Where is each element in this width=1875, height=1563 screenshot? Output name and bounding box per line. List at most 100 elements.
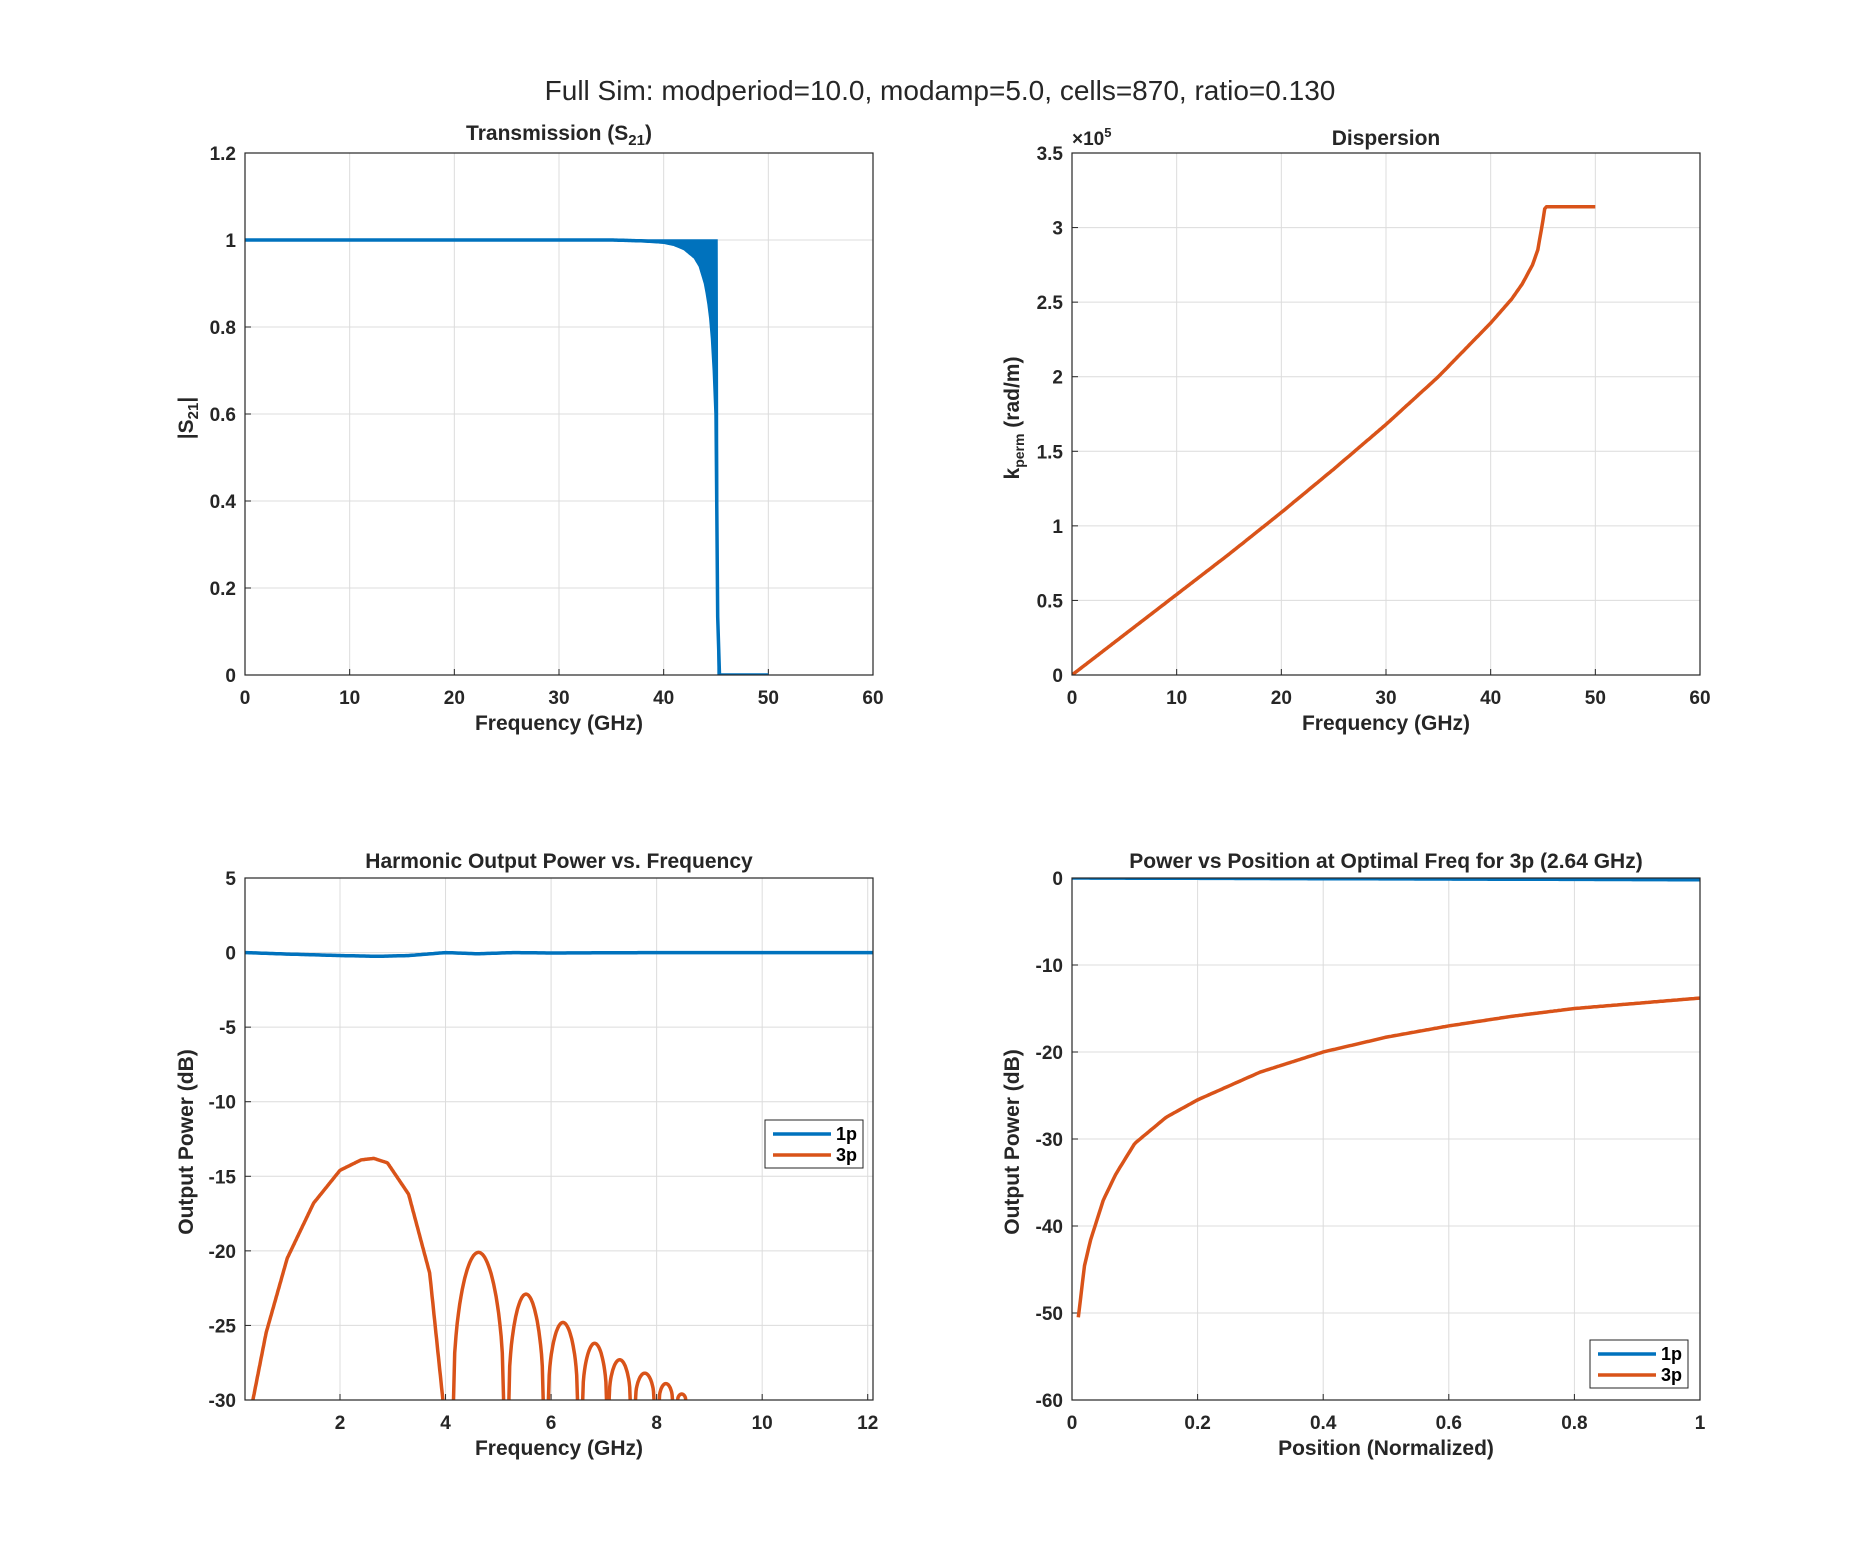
transmission-ytick-label: 0.8 bbox=[210, 318, 236, 339]
harmonic-power-ytick-label: -25 bbox=[209, 1316, 237, 1337]
transmission-plot-area bbox=[245, 238, 769, 675]
power-position-xtick-label: 0.6 bbox=[1436, 1413, 1462, 1434]
dispersion-xtick-label: 20 bbox=[1271, 688, 1292, 709]
harmonic-power-xtick-label: 10 bbox=[752, 1413, 773, 1434]
transmission-xtick-label: 40 bbox=[653, 688, 674, 709]
harmonic-power-3p-lobe-3 bbox=[546, 1320, 580, 1400]
dispersion-ytick-label: 1 bbox=[1052, 517, 1063, 538]
dispersion-panel: Dispersion ×105 Frequency (GHz) kperm (r… bbox=[1001, 125, 1711, 735]
harmonic-power-xlabel: Frequency (GHz) bbox=[475, 1437, 643, 1460]
transmission-xtick-label: 20 bbox=[444, 688, 465, 709]
dispersion-series-1-line bbox=[1072, 204, 1596, 675]
transmission-xtick-label: 30 bbox=[548, 688, 569, 709]
harmonic-power-xtick-label: 8 bbox=[651, 1413, 662, 1434]
dispersion-xtick-label: 0 bbox=[1067, 688, 1078, 709]
transmission-ytick-label: 0.2 bbox=[210, 579, 236, 600]
dispersion-xtick-label: 10 bbox=[1166, 688, 1187, 709]
harmonic-power-xtick-label: 2 bbox=[335, 1413, 346, 1434]
harmonic-power-xtick-label: 6 bbox=[546, 1413, 557, 1434]
harmonic-power-1p-line bbox=[245, 950, 873, 959]
power-position-xtick-label: 0 bbox=[1067, 1413, 1078, 1434]
harmonic-power-3p-lobe-1 bbox=[451, 1250, 506, 1400]
dispersion-xtick-label: 30 bbox=[1375, 688, 1396, 709]
transmission-title: Transmission (S21) bbox=[466, 122, 652, 149]
transmission-ytick-label: 1 bbox=[225, 231, 236, 252]
figure-title: Full Sim: modperiod=10.0, modamp=5.0, ce… bbox=[545, 75, 1336, 106]
power-position-ytick-label: -40 bbox=[1036, 1217, 1063, 1238]
power-position-ytick-label: -20 bbox=[1036, 1043, 1063, 1064]
power-position-3p-line bbox=[1076, 996, 1700, 1318]
transmission-axes-box bbox=[244, 152, 874, 676]
power-position-xtick-label: 0.4 bbox=[1310, 1413, 1337, 1434]
transmission-xtick-label: 0 bbox=[240, 688, 251, 709]
transmission-xtick-label: 10 bbox=[339, 688, 360, 709]
harmonic-power-title: Harmonic Output Power vs. Frequency bbox=[365, 850, 753, 873]
dispersion-exponent-label: ×105 bbox=[1072, 125, 1111, 150]
power-position-xtick-label: 0.8 bbox=[1561, 1413, 1587, 1434]
transmission-ytick-label: 0.4 bbox=[210, 492, 237, 513]
harmonic-power-legend-label-3p: 3p bbox=[836, 1145, 857, 1165]
transmission-xtick-label: 60 bbox=[862, 688, 883, 709]
transmission-ytick-label: 0 bbox=[225, 666, 236, 687]
harmonic-power-ytick-label: -10 bbox=[209, 1093, 236, 1114]
harmonic-power-ylabel: Output Power (dB) bbox=[175, 1049, 198, 1234]
transmission-xlabel: Frequency (GHz) bbox=[475, 712, 643, 735]
transmission-series-1-line bbox=[245, 238, 769, 675]
dispersion-axes-box bbox=[1071, 152, 1701, 676]
harmonic-power-ytick-label: -20 bbox=[209, 1242, 236, 1263]
harmonic-power-ytick-label: 5 bbox=[225, 869, 236, 890]
power-position-ytick-label: -10 bbox=[1036, 956, 1063, 977]
harmonic-power-legend-box bbox=[764, 1119, 864, 1169]
power-position-ytick-label: 0 bbox=[1052, 869, 1063, 890]
power-position-legend-label-1p: 1p bbox=[1661, 1344, 1682, 1364]
power-position-ylabel: Output Power (dB) bbox=[1001, 1049, 1024, 1234]
harmonic-power-xtick-label: 12 bbox=[857, 1413, 878, 1434]
dispersion-ylabel: kperm (rad/m) bbox=[1001, 357, 1027, 480]
power-position-ytick-label: -30 bbox=[1036, 1130, 1063, 1151]
harmonic-power-xtick-label: 4 bbox=[440, 1413, 451, 1434]
power-position-legend-label-3p: 3p bbox=[1661, 1365, 1682, 1385]
transmission-ytick-label: 0.6 bbox=[210, 405, 236, 426]
dispersion-ytick-label: 3.5 bbox=[1037, 144, 1064, 165]
transmission-ylabel: |S21| bbox=[175, 397, 202, 439]
harmonic-power-plot-area bbox=[245, 950, 873, 1400]
dispersion-xtick-label: 60 bbox=[1689, 688, 1710, 709]
harmonic-power-legend-label-1p: 1p bbox=[836, 1124, 857, 1144]
harmonic-power-3p-lobe-7 bbox=[657, 1381, 675, 1400]
dispersion-xtick-label: 50 bbox=[1585, 688, 1606, 709]
dispersion-ytick-label: 3 bbox=[1052, 219, 1063, 240]
transmission-xtick-label: 50 bbox=[758, 688, 779, 709]
harmonic-power-3p-lobe-4 bbox=[580, 1341, 609, 1400]
dispersion-title: Dispersion bbox=[1332, 127, 1441, 150]
power-position-xtick-label: 0.2 bbox=[1184, 1413, 1210, 1434]
dispersion-plot-area bbox=[1072, 204, 1596, 675]
power-position-xlabel: Position (Normalized) bbox=[1278, 1437, 1494, 1460]
harmonic-power-axes-box bbox=[244, 877, 874, 1401]
dispersion-ytick-label: 2 bbox=[1052, 368, 1063, 389]
harmonic-power-3p-line bbox=[251, 1156, 445, 1400]
power-position-panel: Power vs Position at Optimal Freq for 3p… bbox=[1001, 850, 1706, 1460]
harmonic-power-ytick-label: -5 bbox=[219, 1018, 236, 1039]
dispersion-ytick-label: 2.5 bbox=[1037, 293, 1064, 314]
harmonic-power-ytick-label: -15 bbox=[209, 1167, 237, 1188]
power-position-xtick-label: 1 bbox=[1695, 1413, 1706, 1434]
harmonic-power-panel: Harmonic Output Power vs. Frequency Freq… bbox=[175, 850, 878, 1460]
dispersion-ytick-label: 1.5 bbox=[1037, 442, 1064, 463]
power-position-legend-box bbox=[1589, 1339, 1689, 1389]
harmonic-power-3p-lobe-8 bbox=[675, 1392, 688, 1400]
harmonic-power-3p-lobe-6 bbox=[633, 1371, 656, 1400]
power-position-title: Power vs Position at Optimal Freq for 3p… bbox=[1129, 850, 1642, 873]
power-position-ytick-label: -60 bbox=[1036, 1391, 1063, 1412]
harmonic-power-ytick-label: -30 bbox=[209, 1391, 236, 1412]
harmonic-power-3p-lobe-5 bbox=[607, 1357, 632, 1400]
harmonic-power-ytick-label: 0 bbox=[225, 944, 236, 965]
harmonic-power-3p-lobe-2 bbox=[507, 1292, 545, 1400]
dispersion-ytick-label: 0.5 bbox=[1037, 591, 1064, 612]
power-position-ytick-label: -50 bbox=[1036, 1304, 1063, 1325]
dispersion-xlabel: Frequency (GHz) bbox=[1302, 712, 1470, 735]
dispersion-xtick-label: 40 bbox=[1480, 688, 1501, 709]
